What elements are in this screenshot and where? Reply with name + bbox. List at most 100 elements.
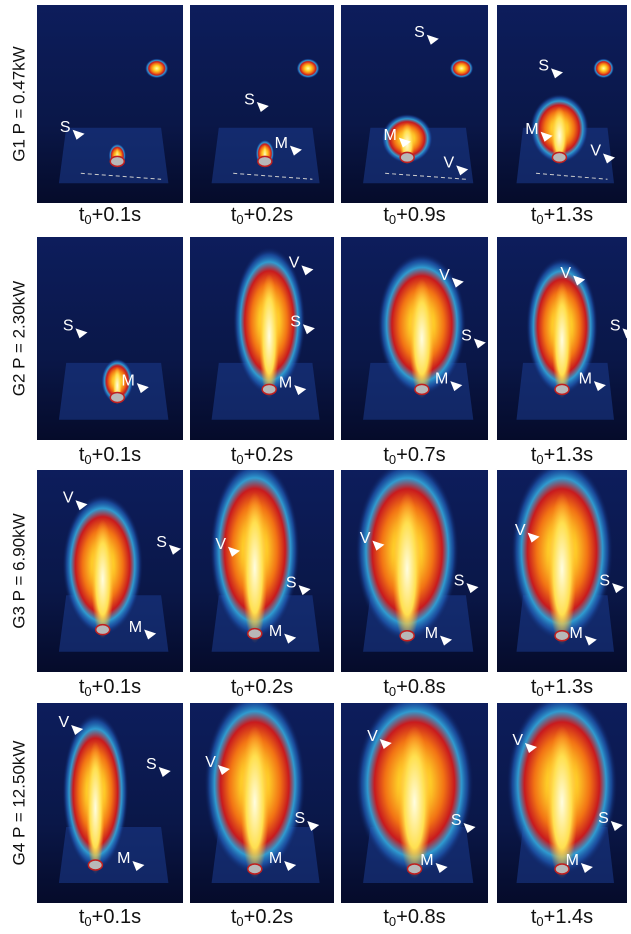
time-label: t0+0.8s <box>383 676 445 699</box>
thermal-image <box>190 237 334 440</box>
thermal-image <box>341 460 488 672</box>
time-offset: +0.2s <box>244 676 293 698</box>
melt-spot <box>96 625 110 635</box>
time-subscript: 0 <box>84 212 91 227</box>
thermal-image <box>190 693 334 903</box>
time-label: t0+0.2s <box>231 204 293 227</box>
thermal-image <box>37 237 183 440</box>
plume-core <box>548 493 577 646</box>
time-label: t0+0.1s <box>79 676 141 699</box>
time-subscript: 0 <box>84 914 91 929</box>
marker-label: V <box>590 143 601 160</box>
melt-spot <box>552 152 566 162</box>
marker-label: V <box>58 714 69 731</box>
marker-label: M <box>420 852 433 869</box>
thermal-image <box>497 460 627 672</box>
time-offset: +0.1s <box>92 444 141 466</box>
hot-spot <box>593 58 614 78</box>
time-label: t0+0.1s <box>79 906 141 929</box>
time-offset: +1.3s <box>544 444 593 466</box>
marker-label: V <box>63 489 74 506</box>
marker-label: S <box>451 812 462 829</box>
marker-label: S <box>146 756 157 773</box>
hot-spot <box>450 58 474 78</box>
marker-label: S <box>538 58 549 75</box>
time-offset: +0.8s <box>396 676 445 698</box>
marker-label: M <box>279 374 292 391</box>
time-subscript: 0 <box>536 212 543 227</box>
thermal-image <box>37 470 183 672</box>
marker-label: V <box>515 522 526 539</box>
melt-spot <box>400 152 414 162</box>
melt-spot <box>555 384 569 394</box>
time-subscript: 0 <box>389 452 396 467</box>
marker-label: M <box>569 625 582 642</box>
melt-spot <box>248 629 262 639</box>
marker-label: S <box>414 24 425 41</box>
thermal-image <box>37 5 183 203</box>
marker-label: M <box>275 135 288 152</box>
thermal-image <box>341 693 488 903</box>
melt-spot <box>248 864 262 874</box>
plume-core <box>552 282 572 398</box>
row-label: G2 P = 2.30kW <box>9 281 28 396</box>
time-offset: +0.1s <box>92 676 141 698</box>
melt-spot <box>400 631 414 641</box>
marker-label: S <box>244 91 255 108</box>
marker-label: M <box>129 619 142 636</box>
marker-label: S <box>454 572 465 589</box>
time-subscript: 0 <box>536 684 543 699</box>
marker-label: S <box>156 534 167 551</box>
melt-spot <box>110 156 124 166</box>
marker-label: M <box>121 372 134 389</box>
marker-label: V <box>360 530 371 547</box>
time-label: t0+0.9s <box>383 204 445 227</box>
time-offset: +0.2s <box>244 444 293 466</box>
marker-label: V <box>444 155 455 172</box>
plume-core <box>242 492 268 643</box>
time-subscript: 0 <box>236 684 243 699</box>
plume-core <box>86 741 105 874</box>
thermal-image <box>37 703 183 903</box>
time-subscript: 0 <box>236 452 243 467</box>
melt-spot <box>555 631 569 641</box>
marker-label: V <box>205 754 216 771</box>
marker-label: S <box>598 810 609 827</box>
plume-core <box>409 279 434 398</box>
time-offset: +1.3s <box>544 204 593 226</box>
marker-label: S <box>610 318 621 335</box>
time-offset: +0.8s <box>396 906 445 928</box>
time-subscript: 0 <box>236 212 243 227</box>
time-label: t0+1.3s <box>531 204 593 227</box>
marker-label: S <box>599 572 610 589</box>
marker-label: S <box>286 574 297 591</box>
marker-label: S <box>461 328 472 345</box>
thermal-image <box>497 693 627 903</box>
marker-label: M <box>579 370 592 387</box>
hot-spot <box>145 58 168 78</box>
time-label: t0+1.4s <box>531 906 593 929</box>
plume-core <box>240 726 269 879</box>
time-label: t0+0.7s <box>383 444 445 467</box>
time-subscript: 0 <box>84 684 91 699</box>
figure: G1 P = 0.47kWSt0+0.1sSMt0+0.2sSMVt0+0.9s… <box>0 0 631 934</box>
time-offset: +0.1s <box>92 204 141 226</box>
marker-label: M <box>425 625 438 642</box>
thermal-image <box>190 460 334 672</box>
time-subscript: 0 <box>389 914 396 929</box>
time-label: t0+0.1s <box>79 444 141 467</box>
time-offset: +0.2s <box>244 906 293 928</box>
time-subscript: 0 <box>389 212 396 227</box>
melt-spot <box>88 860 102 870</box>
melt-spot <box>415 384 429 394</box>
time-offset: +0.1s <box>92 906 141 928</box>
time-label: t0+0.2s <box>231 906 293 929</box>
time-subscript: 0 <box>236 914 243 929</box>
melt-spot <box>262 384 276 394</box>
time-label: t0+1.3s <box>531 676 593 699</box>
marker-label: M <box>269 850 282 867</box>
marker-label: M <box>566 852 579 869</box>
time-label: t0+0.1s <box>79 204 141 227</box>
marker-label: M <box>384 127 397 144</box>
marker-label: V <box>289 255 300 272</box>
